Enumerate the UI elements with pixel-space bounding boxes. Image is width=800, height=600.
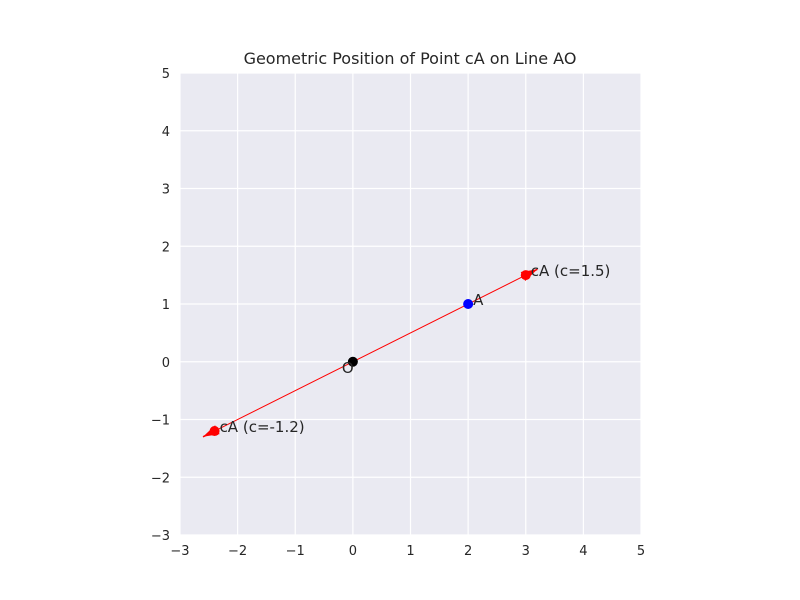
x-tick-label-0: −3 bbox=[170, 544, 189, 559]
x-tick-label-7: 4 bbox=[579, 544, 587, 559]
y-tick-label-0: −3 bbox=[151, 529, 170, 544]
x-tick-label-4: 1 bbox=[406, 544, 414, 559]
y-tick-label-6: 3 bbox=[162, 183, 170, 198]
y-tick-label-1: −2 bbox=[151, 471, 170, 486]
x-tick-label-2: −1 bbox=[286, 544, 305, 559]
point-label-0: O bbox=[342, 359, 354, 377]
x-tick-label-8: 5 bbox=[637, 544, 645, 559]
point-0 bbox=[347, 356, 358, 367]
y-tick-label-8: 5 bbox=[162, 67, 170, 82]
plot-area: −3 −2 −1 0 1 2 3 4 5 −3 −2 −1 0 1 2 3 4 5 O AcA (c=1.5) cA (… bbox=[151, 67, 645, 559]
point-1 bbox=[463, 299, 474, 309]
point-label-1: A bbox=[473, 291, 484, 309]
chart-title: Geometric Position of Point cA on Line A… bbox=[244, 49, 577, 68]
point-label-3: cA (c=-1.2) bbox=[220, 418, 305, 436]
line-ao bbox=[202, 268, 538, 438]
x-tick-label-1: −2 bbox=[228, 544, 247, 559]
y-tick-label-5: 2 bbox=[162, 240, 170, 255]
point-3 bbox=[209, 426, 220, 437]
x-tick-label-3: 0 bbox=[349, 544, 357, 559]
x-tick-label-5: 2 bbox=[464, 544, 472, 559]
x-tick-label-6: 3 bbox=[522, 544, 530, 559]
point-label-2: cA (c=1.5) bbox=[531, 262, 611, 280]
y-tick-label-7: 4 bbox=[162, 125, 170, 140]
y-tick-label-3: 0 bbox=[162, 356, 170, 371]
y-tick-label-2: −1 bbox=[151, 414, 170, 429]
point-2 bbox=[520, 270, 531, 281]
y-tick-label-4: 1 bbox=[162, 298, 170, 313]
